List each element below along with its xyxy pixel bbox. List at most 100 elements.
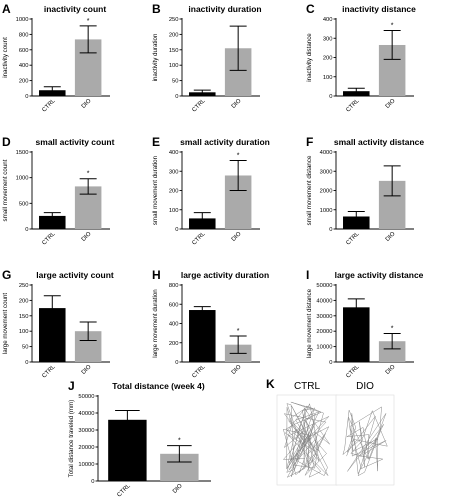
significance-marker: * [87, 171, 90, 178]
y-tick-label: 40000 [78, 411, 94, 417]
panel-k: K CTRL DIO [266, 377, 395, 486]
x-tick-label: CTRL [41, 364, 57, 380]
x-tick-label: DIO [81, 364, 93, 376]
chart-title: Total distance (week 4) [112, 381, 205, 391]
significance-marker: * [87, 18, 90, 25]
y-axis-label: inactivity distance [306, 33, 313, 82]
x-tick-label: CTRL [41, 98, 57, 114]
y-tick-label: 100 [323, 75, 333, 81]
y-axis-label: inactivity duration [152, 33, 159, 81]
x-tick-label: DIO [231, 364, 243, 376]
y-tick-label: 100 [19, 329, 29, 335]
panel-letter: I [306, 268, 309, 282]
y-tick-label: 3000 [320, 169, 333, 175]
y-tick-label: 400 [19, 63, 29, 69]
movement-track-dio [342, 406, 388, 476]
y-tick-label: 200 [19, 298, 29, 304]
bar-ctrl [189, 310, 216, 362]
y-tick-label: 0 [25, 360, 28, 366]
chart-title: small activity duration [180, 137, 270, 147]
chart-title: large activity distance [335, 270, 424, 280]
y-tick-label: 30000 [316, 314, 332, 320]
y-tick-label: 250 [169, 17, 179, 23]
y-tick-label: 0 [25, 227, 28, 233]
y-tick-label: 100 [169, 63, 179, 69]
y-tick-label: 0 [329, 227, 332, 233]
y-axis-label: small movement duration [152, 155, 159, 225]
y-axis-label: small movement distance [306, 155, 313, 225]
y-tick-label: 20000 [78, 445, 94, 451]
significance-marker: * [237, 152, 240, 159]
chart-title: large activity duration [181, 270, 269, 280]
y-tick-label: 0 [329, 360, 332, 366]
y-tick-label: 10000 [78, 462, 94, 468]
y-tick-label: 150 [169, 48, 179, 54]
movement-track-ctrl [283, 401, 330, 478]
y-axis-label: Total distance traveled (mm) [68, 400, 75, 478]
panel-letter: D [2, 135, 11, 149]
y-tick-label: 100 [169, 208, 179, 214]
y-tick-label: 50000 [316, 283, 332, 289]
y-tick-label: 50 [172, 79, 178, 85]
y-tick-label: 0 [329, 94, 332, 100]
bar-ctrl [343, 216, 370, 229]
x-tick-label: DIO [231, 98, 243, 110]
panel-j: J Total distance (week 4) Total distance t… [68, 379, 211, 498]
y-tick-label: 4000 [320, 150, 333, 156]
bar-dio [378, 341, 406, 362]
y-tick-label: 400 [169, 150, 179, 156]
panel-letter: C [306, 2, 315, 16]
y-tick-label: 200 [19, 79, 29, 85]
x-tick-label: CTRL [191, 231, 207, 247]
y-tick-label: 400 [323, 17, 333, 23]
significance-marker: * [237, 328, 240, 335]
panel-letter: J [68, 379, 75, 393]
x-tick-label: CTRL [345, 364, 361, 380]
x-tick-label: DIO [81, 231, 93, 243]
y-tick-label: 40000 [316, 298, 332, 304]
track-label-dio: DIO [356, 381, 374, 392]
y-tick-label: 800 [19, 32, 29, 38]
y-tick-label: 600 [169, 302, 179, 308]
y-tick-label: 200 [169, 32, 179, 38]
y-tick-label: 20000 [316, 329, 332, 335]
panel-letter: G [2, 268, 11, 282]
y-tick-label: 1000 [320, 208, 333, 214]
chart-title: large activity count [36, 270, 114, 280]
y-tick-label: 10000 [316, 345, 332, 351]
y-tick-label: 50 [22, 345, 28, 351]
y-tick-label: 500 [19, 201, 29, 207]
y-tick-label: 0 [175, 227, 178, 233]
x-tick-label: CTRL [41, 231, 57, 247]
panel-letter: H [152, 268, 161, 282]
x-tick-label: CTRL [345, 98, 361, 114]
y-tick-label: 250 [19, 283, 29, 289]
y-axis-label: large movement count [2, 293, 9, 355]
x-tick-label: DIO [385, 231, 397, 243]
x-tick-label: CTRL [116, 483, 132, 499]
panel-letter: F [306, 135, 313, 149]
significance-marker: * [391, 326, 394, 333]
y-tick-label: 0 [175, 94, 178, 100]
y-tick-label: 1000 [16, 17, 29, 23]
y-tick-label: 2000 [320, 189, 333, 195]
y-tick-label: 0 [175, 360, 178, 366]
significance-marker: * [391, 23, 394, 30]
y-tick-label: 200 [169, 341, 179, 347]
y-tick-label: 0 [25, 94, 28, 100]
x-tick-label: DIO [385, 364, 397, 376]
y-tick-label: 1000 [16, 176, 29, 182]
x-tick-label: DIO [172, 483, 184, 495]
y-tick-label: 800 [169, 283, 179, 289]
x-tick-label: CTRL [191, 364, 207, 380]
x-tick-label: DIO [231, 231, 243, 243]
track-label-ctrl: CTRL [294, 381, 321, 392]
